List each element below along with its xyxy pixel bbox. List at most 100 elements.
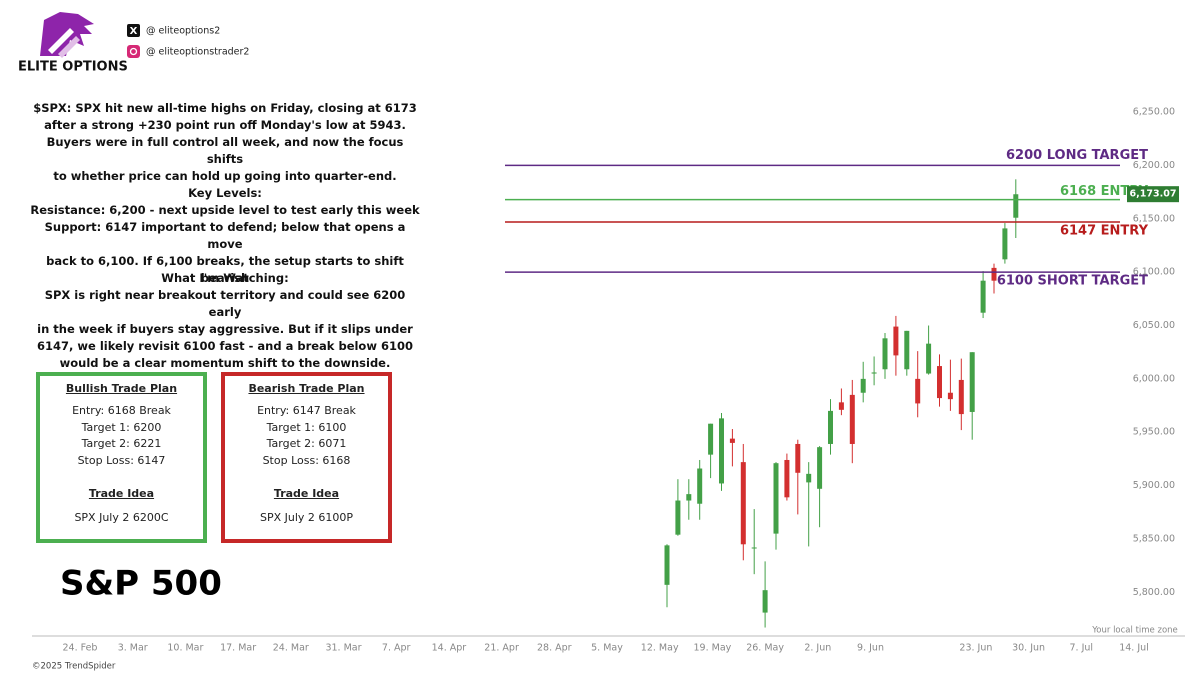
plan-title: Bullish Trade Plan: [65, 382, 178, 395]
logo: [40, 12, 94, 58]
candle-body: [958, 379, 964, 415]
candle-body: [697, 468, 703, 504]
plan-line: Target 2: 6071: [266, 437, 347, 450]
y-tick-label: 6,050.00: [1133, 320, 1175, 331]
plan-idea: SPX July 2 6100P: [259, 511, 354, 524]
candle-body: [838, 402, 844, 410]
instagram-handle: @ eliteoptionstrader2: [146, 47, 249, 58]
plan-line: Entry: 6168 Break: [72, 404, 171, 417]
x-tick-label: 7. Apr: [382, 643, 411, 654]
x-tick-label: 3. Mar: [118, 643, 148, 654]
watching-line: SPX is right near breakout territory and…: [44, 288, 406, 319]
key-levels-line: Support: 6147 important to defend; below…: [44, 220, 406, 251]
level-label: 6200 LONG TARGET: [1006, 148, 1148, 163]
candle-body: [849, 394, 855, 444]
y-tick-label: 6,150.00: [1133, 213, 1175, 224]
candle-body: [675, 500, 681, 535]
plan-line: Target 1: 6100: [266, 420, 347, 434]
watching-line: would be a clear momentum shift to the d…: [59, 356, 391, 370]
plan-idea-title: Trade Idea: [273, 487, 340, 500]
x-tick-label: 28. Apr: [537, 643, 572, 654]
watching-title: What I'm Watching:: [161, 271, 289, 285]
x-tick-label: 19. May: [694, 643, 732, 654]
y-tick-label: 6,000.00: [1133, 373, 1175, 384]
y-tick-label: 5,900.00: [1133, 480, 1175, 491]
x-handle: @ eliteoptions2: [146, 26, 220, 37]
candle-body: [795, 443, 801, 473]
candle-body: [751, 547, 757, 549]
plan-idea: SPX July 2 6200C: [74, 511, 169, 524]
candle-body: [762, 590, 768, 613]
candle-body: [860, 378, 866, 393]
commentary-line: Buyers were in full control all week, an…: [46, 135, 404, 166]
candle-body: [871, 372, 877, 374]
x-tick-label: 21. Apr: [484, 643, 519, 654]
footer: ©2025 TrendSpider: [32, 662, 116, 672]
level-label: 6147 ENTRY: [1060, 223, 1149, 238]
y-tick-label: 5,850.00: [1133, 533, 1175, 544]
plan-line: Target 2: 6221: [81, 437, 162, 450]
candle-body: [937, 366, 942, 399]
commentary-line: after a strong +230 point run off Monday…: [44, 118, 406, 132]
commentary: $SPX: SPX hit new all-time highs on Frid…: [30, 100, 420, 185]
candle-body: [1013, 194, 1019, 218]
plan-idea-title: Trade Idea: [88, 487, 155, 500]
candle-body: [904, 330, 910, 370]
instagram-icon: [127, 45, 140, 58]
x-tick-label: 24. Feb: [63, 643, 98, 654]
candle-body: [828, 410, 833, 444]
last-price-label: 6,173.07: [1130, 189, 1177, 200]
key-levels: Key Levels: Resistance: 6,200 - next upsi…: [30, 185, 420, 287]
x-tick-label: 9. Jun: [857, 643, 884, 654]
big-title: S&P 500: [60, 564, 222, 604]
candle-body: [773, 463, 779, 534]
candle-body: [980, 280, 986, 313]
x-tick-label: 10. Mar: [167, 643, 203, 654]
candle-body: [708, 423, 714, 455]
x-tick-label: 23. Jun: [959, 643, 992, 654]
x-tick-label: 24. Mar: [273, 643, 309, 654]
candle-body: [806, 473, 812, 483]
x-tick-label: 2. Jun: [804, 643, 831, 654]
candle-body: [664, 545, 670, 585]
plan-line: Stop Loss: 6147: [77, 453, 166, 467]
plan-line: Entry: 6147 Break: [257, 404, 356, 417]
candle-body: [926, 343, 932, 374]
candle-body: [969, 352, 975, 412]
last-price-box: [1127, 186, 1179, 203]
key-levels-line: back to 6,100. If 6,100 breaks, the setu…: [46, 254, 404, 285]
x-tick-label: 31. Mar: [325, 643, 361, 654]
candle-body: [740, 462, 746, 545]
candle-body: [991, 267, 997, 281]
y-tick-label: 6,200.00: [1133, 160, 1175, 171]
watching-line: 6147, we likely revisit 6100 fast - and …: [37, 339, 413, 353]
y-tick-label: 5,800.00: [1133, 587, 1175, 598]
timezone-note: Your local time zone: [1091, 626, 1178, 636]
x-tick-label: 5. May: [591, 643, 623, 654]
commentary-line: to whether price can hold up going into …: [53, 169, 397, 183]
y-tick-label: 6,100.00: [1133, 267, 1175, 278]
y-tick-label: 5,950.00: [1133, 427, 1175, 438]
trade-plan: Bullish Trade Plan Entry: 6168 Break Targe…: [36, 372, 207, 543]
commentary-line: $SPX: SPX hit new all-time highs on Frid…: [33, 101, 417, 115]
brand: ELITE OPTIONS: [18, 60, 128, 75]
x-tick-label: 12. May: [641, 643, 679, 654]
x-tick-label: 14. Jul: [1119, 643, 1149, 654]
candle-body: [915, 378, 921, 404]
candle-body: [947, 392, 953, 400]
x-tick-label: 30. Jun: [1012, 643, 1045, 654]
candle-body: [1002, 228, 1008, 260]
candle-body: [729, 438, 735, 443]
candle-body: [784, 459, 790, 498]
watching: What I'm Watching: SPX is right near brea…: [30, 270, 420, 372]
watching-line: in the week if buyers stay aggressive. B…: [37, 322, 413, 336]
candle-body: [893, 326, 899, 356]
instagram-icon-lens: [129, 47, 138, 56]
candle-body: [686, 494, 692, 501]
plan-line: Stop Loss: 6168: [262, 453, 351, 467]
candle-body: [882, 338, 888, 370]
candle-body: [817, 447, 823, 489]
y-tick-label: 6,250.00: [1133, 107, 1175, 118]
